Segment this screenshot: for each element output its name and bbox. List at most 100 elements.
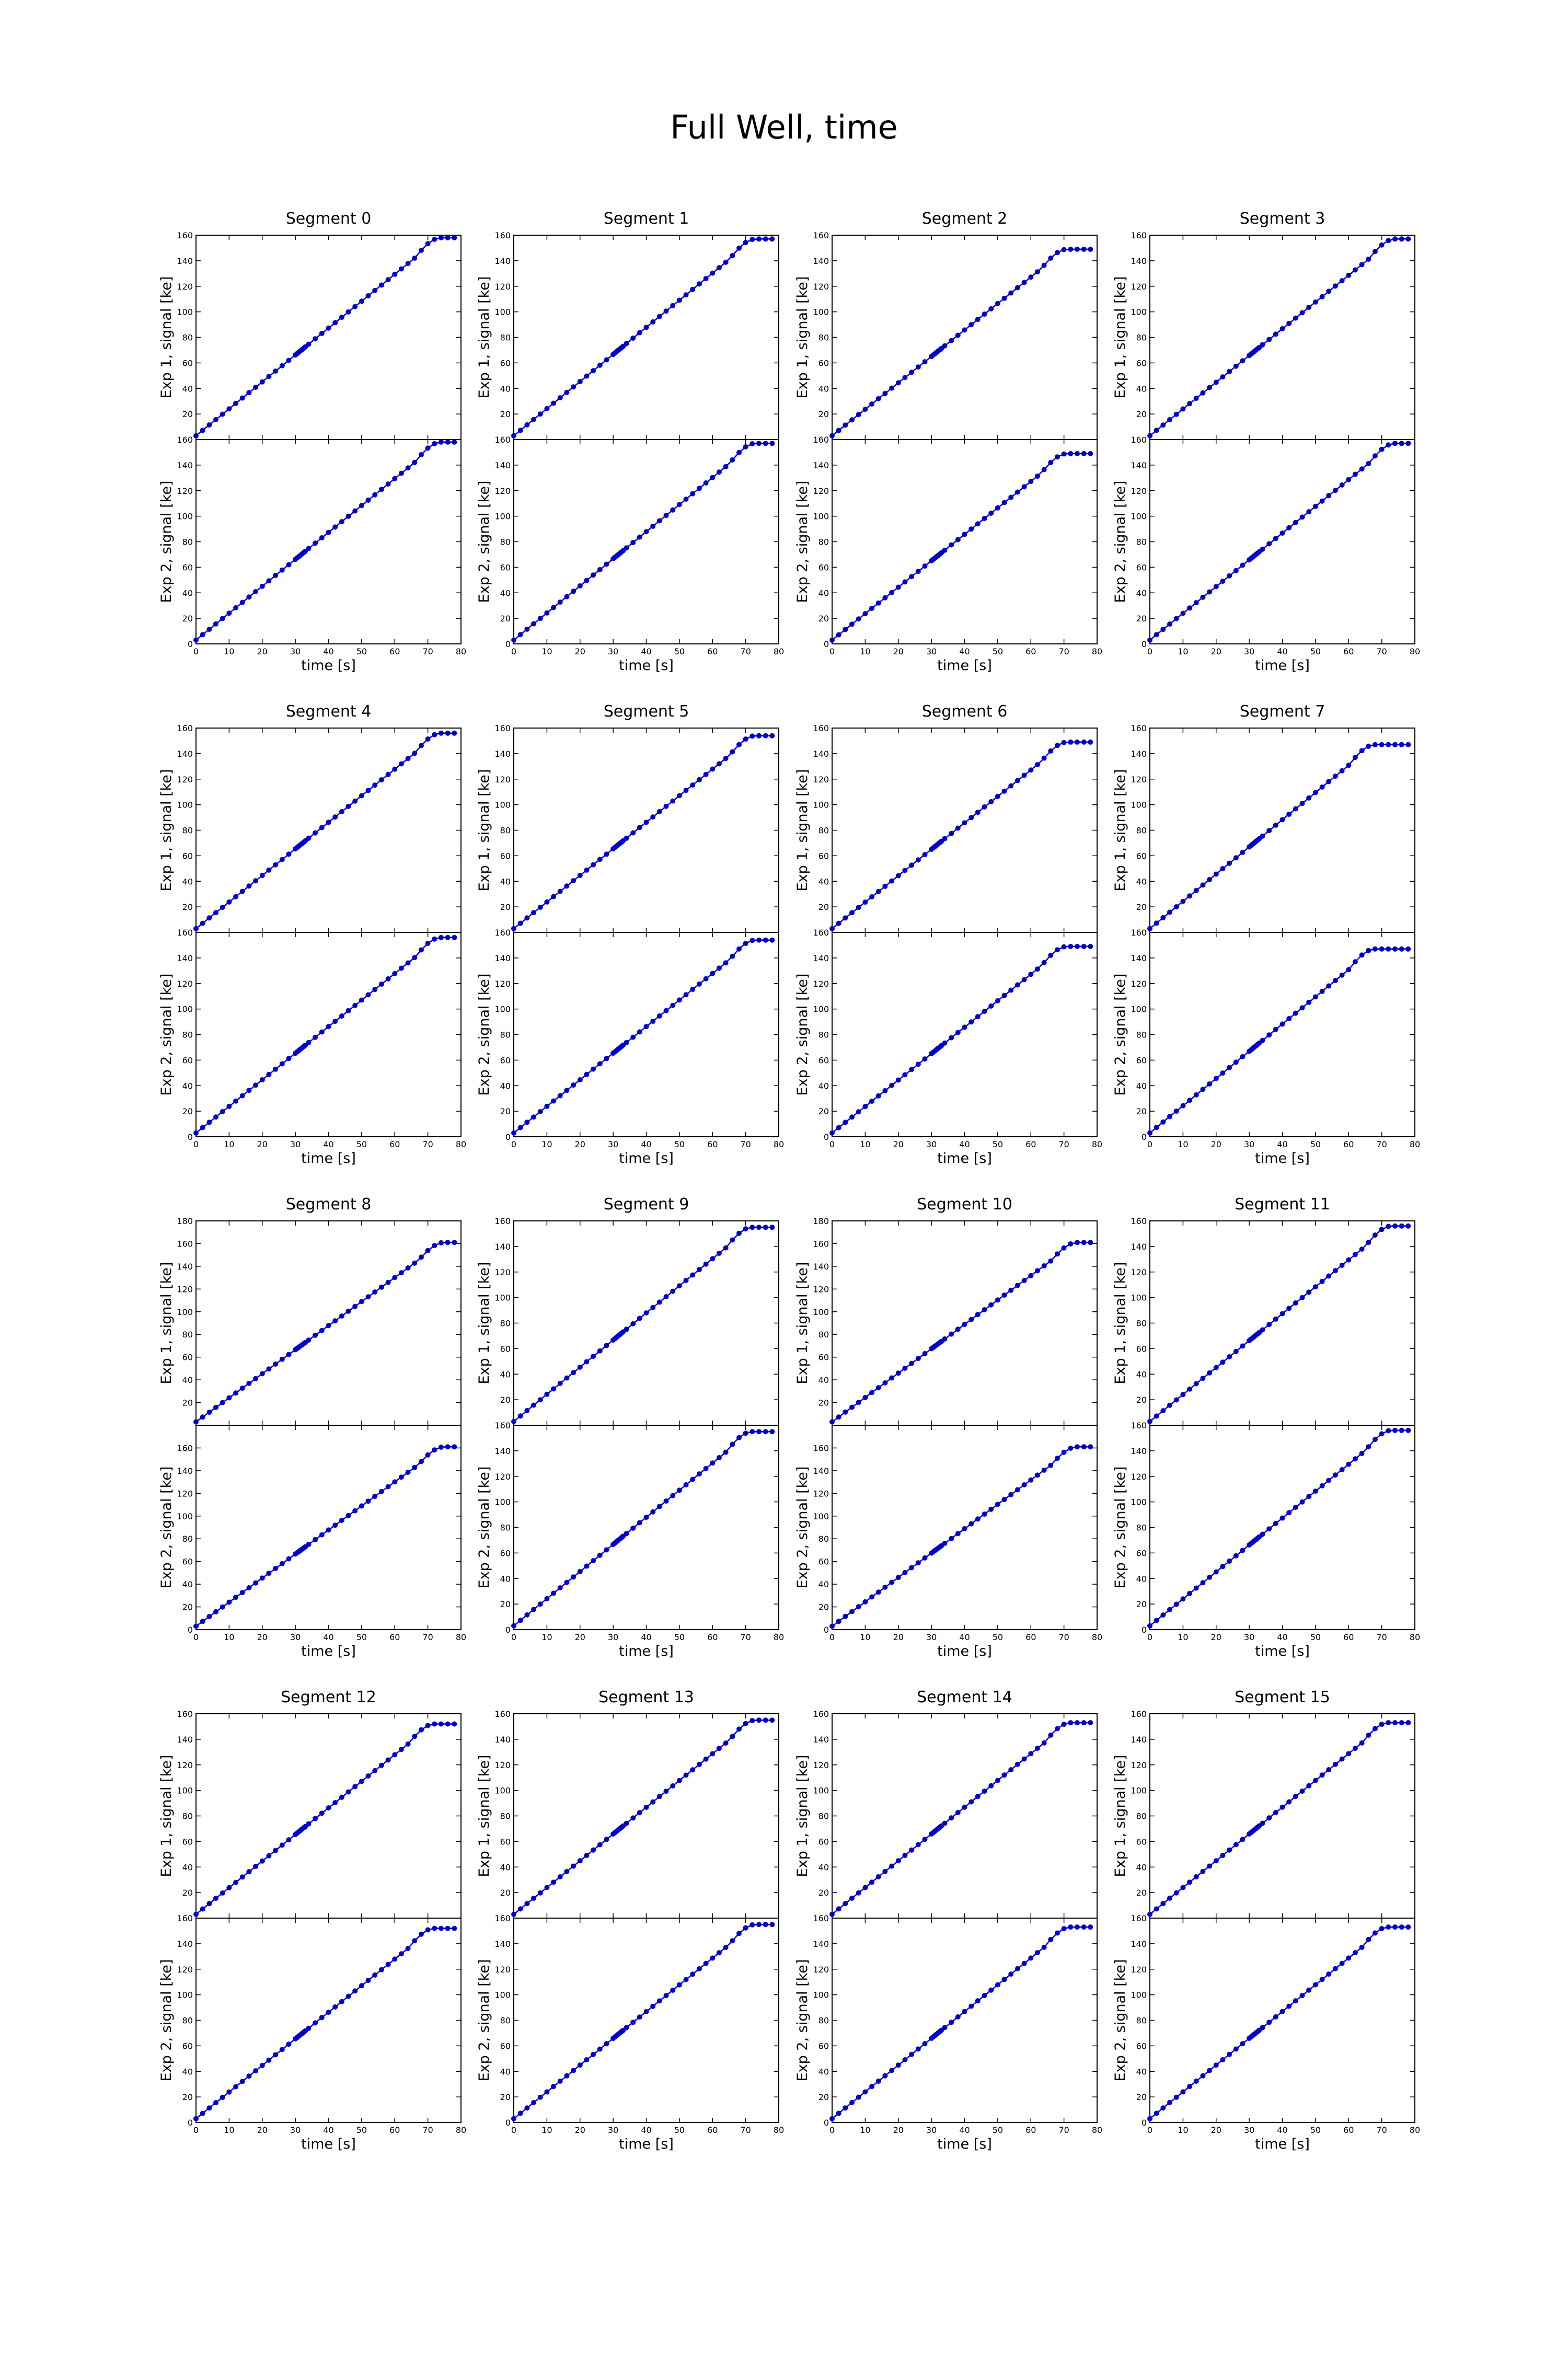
plot-frame — [513, 1425, 779, 1630]
y-tick-label: 160 — [813, 1709, 829, 1719]
data-point — [365, 498, 371, 503]
data-point — [1014, 1283, 1020, 1288]
data-point — [942, 1540, 948, 1546]
x-tick-label: 70 — [1058, 1632, 1069, 1642]
data-point — [1147, 1623, 1152, 1629]
data-point — [1233, 1059, 1239, 1065]
data-point — [716, 265, 722, 271]
data-point — [656, 1013, 662, 1019]
data-point — [1346, 1461, 1352, 1467]
data-point — [1299, 514, 1305, 520]
data-point — [1220, 1070, 1226, 1076]
data-point — [1399, 236, 1404, 242]
data-point — [763, 236, 768, 242]
y-tick-label: 40 — [500, 588, 511, 598]
data-point — [949, 1815, 954, 1821]
data-point — [226, 610, 232, 616]
data-point — [922, 563, 928, 569]
data-point — [206, 2105, 212, 2111]
data-point — [1173, 1397, 1179, 1403]
x-tick-label: 60 — [389, 647, 400, 656]
data-point — [1312, 299, 1318, 305]
data-point — [266, 1366, 272, 1372]
data-point — [405, 465, 411, 471]
data-point — [955, 1810, 961, 1815]
data-point — [690, 782, 696, 788]
data-point — [949, 1331, 954, 1337]
data-point — [319, 1029, 325, 1035]
data-point — [392, 271, 398, 277]
data-point — [1260, 546, 1265, 552]
y-axis-label: Exp 2, signal [ke] — [476, 1959, 492, 2082]
x-tick-label: 10 — [224, 1139, 234, 1149]
data-point — [723, 960, 729, 966]
data-point — [544, 1103, 550, 1109]
x-tick-label: 60 — [389, 1139, 400, 1149]
y-tick-label: 100 — [494, 512, 511, 522]
y-axis-label: Exp 2, signal [ke] — [794, 1467, 811, 1589]
y-tick-label: 60 — [500, 358, 511, 368]
x-axis-label: time [s] — [301, 2136, 356, 2152]
data-point — [1034, 1950, 1040, 1956]
x-axis-label: time [s] — [619, 657, 674, 674]
data-point — [710, 270, 716, 276]
data-point — [624, 1820, 629, 1826]
data-point — [1034, 1746, 1040, 1751]
data-point — [656, 1299, 662, 1305]
y-axis-label: Exp 1, signal [ke] — [158, 1262, 175, 1384]
data-point — [1399, 946, 1404, 952]
data-point — [392, 1752, 398, 1758]
x-tick-label: 50 — [356, 1632, 367, 1642]
data-point — [332, 1522, 338, 1528]
data-point — [1346, 272, 1352, 278]
data-point — [306, 1542, 312, 1547]
data-point — [591, 1066, 596, 1072]
data-point — [1386, 238, 1391, 244]
data-point — [696, 777, 702, 782]
data-point — [531, 621, 536, 627]
data-point — [1273, 536, 1278, 541]
data-point — [1319, 498, 1325, 504]
data-point — [259, 2062, 265, 2068]
data-point — [730, 457, 735, 463]
data-point — [1299, 1295, 1305, 1300]
y-tick-label: 160 — [177, 1443, 193, 1453]
y-axis-label: Exp 2, signal [ke] — [1112, 1959, 1128, 2082]
y-tick-label: 140 — [1131, 256, 1147, 266]
data-point — [955, 825, 961, 831]
x-tick-label: 0 — [511, 1139, 516, 1149]
y-tick-label: 60 — [182, 1557, 193, 1567]
data-point — [1075, 1720, 1080, 1726]
y-tick-label: 140 — [1131, 1735, 1147, 1745]
data-point — [1213, 1858, 1219, 1864]
data-point — [1088, 739, 1093, 745]
data-point — [995, 301, 1000, 306]
series-line — [513, 1923, 773, 2119]
data-point — [591, 862, 596, 868]
data-point — [511, 433, 516, 439]
data-point — [683, 292, 689, 298]
x-tick-label: 40 — [641, 2125, 651, 2135]
y-tick-label: 120 — [494, 979, 511, 989]
data-point — [856, 1604, 861, 1610]
data-point — [949, 1536, 954, 1541]
data-point — [769, 733, 775, 738]
data-point — [670, 1988, 676, 1993]
data-point — [253, 1082, 259, 1088]
data-point — [995, 1502, 1000, 1507]
y-tick-label: 40 — [500, 876, 511, 886]
data-point — [564, 1375, 570, 1381]
data-point — [856, 1400, 861, 1405]
data-point — [259, 1858, 265, 1864]
y-tick-label: 80 — [818, 826, 829, 836]
data-point — [1273, 2014, 1278, 2020]
data-point — [537, 411, 543, 417]
data-point — [1359, 1944, 1365, 1950]
y-tick-label: 160 — [494, 435, 511, 445]
data-point — [286, 851, 292, 857]
